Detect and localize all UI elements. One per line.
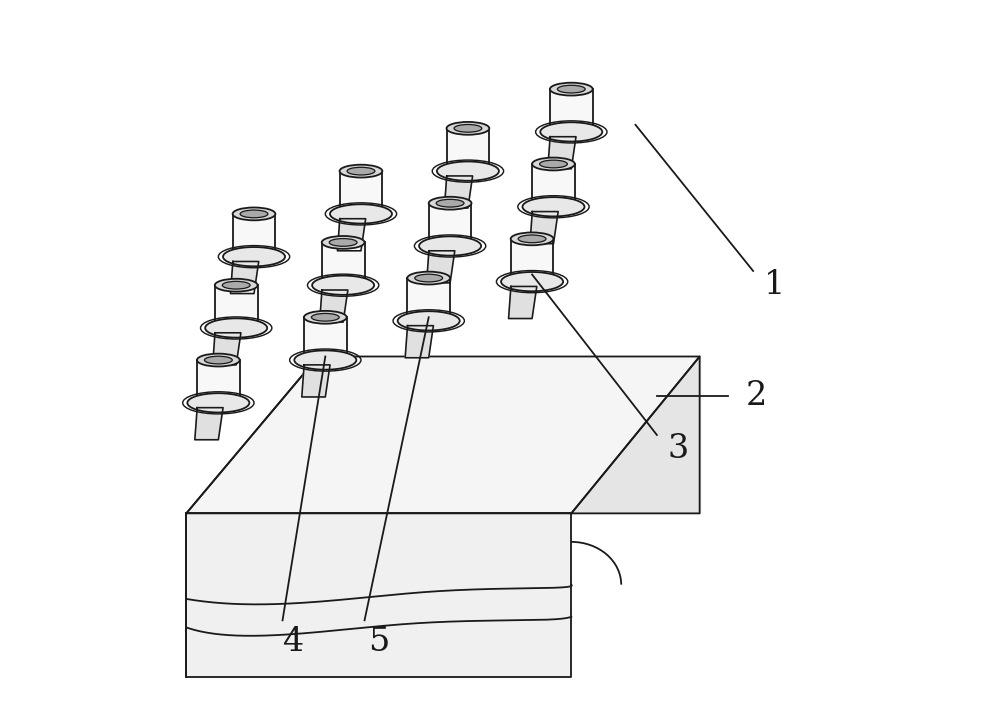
Ellipse shape — [340, 165, 382, 178]
Ellipse shape — [419, 237, 481, 256]
Polygon shape — [548, 137, 576, 169]
Polygon shape — [427, 251, 455, 283]
Ellipse shape — [294, 350, 356, 369]
Polygon shape — [233, 214, 275, 257]
Polygon shape — [302, 365, 330, 397]
Polygon shape — [340, 171, 382, 214]
Ellipse shape — [522, 197, 584, 217]
Ellipse shape — [540, 160, 567, 168]
Polygon shape — [337, 219, 366, 251]
Polygon shape — [186, 356, 700, 513]
Ellipse shape — [187, 393, 249, 412]
Polygon shape — [230, 262, 259, 294]
Ellipse shape — [322, 236, 365, 249]
Polygon shape — [213, 333, 241, 365]
Ellipse shape — [415, 275, 443, 282]
Ellipse shape — [233, 207, 275, 220]
Polygon shape — [322, 242, 365, 285]
Ellipse shape — [437, 162, 499, 181]
Ellipse shape — [511, 232, 553, 245]
Polygon shape — [320, 290, 348, 322]
Polygon shape — [511, 239, 553, 282]
Polygon shape — [407, 278, 450, 321]
Ellipse shape — [540, 123, 602, 141]
Polygon shape — [197, 360, 240, 403]
Ellipse shape — [447, 122, 489, 135]
Polygon shape — [550, 89, 593, 132]
Ellipse shape — [330, 204, 392, 224]
Polygon shape — [186, 513, 571, 677]
Ellipse shape — [197, 354, 240, 366]
Text: 2: 2 — [746, 380, 767, 411]
Polygon shape — [532, 164, 575, 207]
Ellipse shape — [215, 279, 258, 292]
Polygon shape — [447, 128, 489, 171]
Ellipse shape — [557, 86, 585, 93]
Polygon shape — [405, 326, 433, 358]
Ellipse shape — [222, 282, 250, 289]
Ellipse shape — [205, 318, 267, 338]
Ellipse shape — [532, 158, 575, 170]
Ellipse shape — [518, 235, 546, 242]
Ellipse shape — [501, 272, 563, 291]
Ellipse shape — [312, 275, 374, 295]
Text: 5: 5 — [368, 626, 389, 657]
Polygon shape — [571, 356, 700, 513]
Ellipse shape — [240, 210, 268, 217]
Polygon shape — [509, 287, 537, 319]
Polygon shape — [530, 212, 558, 244]
Ellipse shape — [223, 247, 285, 267]
Ellipse shape — [311, 314, 339, 321]
Ellipse shape — [454, 125, 482, 132]
Polygon shape — [429, 203, 471, 246]
Ellipse shape — [204, 356, 232, 364]
Polygon shape — [215, 285, 258, 328]
Ellipse shape — [436, 200, 464, 207]
Text: 3: 3 — [668, 434, 689, 465]
Ellipse shape — [429, 197, 471, 210]
Ellipse shape — [347, 168, 375, 175]
Ellipse shape — [398, 312, 460, 331]
Polygon shape — [444, 176, 473, 208]
Polygon shape — [304, 317, 347, 360]
Polygon shape — [195, 408, 223, 440]
Text: 1: 1 — [764, 270, 785, 301]
Ellipse shape — [304, 311, 347, 324]
Ellipse shape — [329, 239, 357, 246]
Text: 4: 4 — [283, 626, 304, 657]
Ellipse shape — [407, 272, 450, 284]
Ellipse shape — [550, 83, 593, 96]
